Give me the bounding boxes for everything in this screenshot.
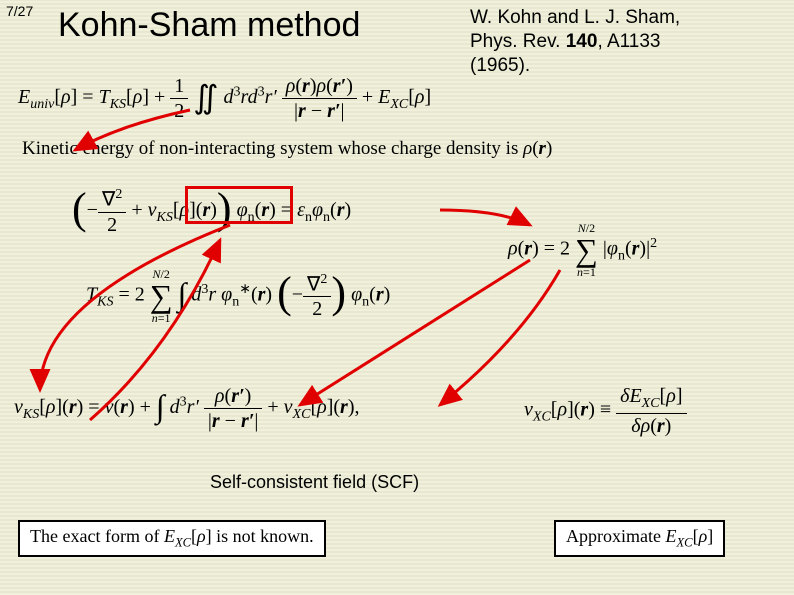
citation-volume: 140 xyxy=(566,31,598,52)
eq-vks-potential: vKS[ρ](r) = v(r) + ∫ d3r′ ρ(r′)|r − r′| … xyxy=(14,386,360,431)
desc-text: Kinetic energy of non-interacting system… xyxy=(22,138,523,159)
citation: W. Kohn and L. J. Sham, Phys. Rev. 140, … xyxy=(470,6,680,77)
box1-pre: The exact form of xyxy=(30,526,164,546)
scf-label: Self-consistent field (SCF) xyxy=(210,472,419,493)
box-approximate: Approximate EXC[ρ] xyxy=(554,520,725,557)
highlight-box-vks xyxy=(185,186,293,224)
citation-line2-pre: Phys. Rev. xyxy=(470,31,566,52)
eq-vxc-definition: vXC[ρ](r) ≡ δEXC[ρ]δρ(r) xyxy=(524,386,687,436)
slide-title: Kohn-Sham method xyxy=(58,6,360,45)
eq-tks-kinetic: TKS = 2 N/2∑n=1 ∫ d3r φn∗(r) (−∇22) φn(r… xyxy=(86,268,390,324)
citation-line2-post: , A1133 xyxy=(597,31,660,52)
citation-line3: (1965). xyxy=(470,55,530,76)
citation-line1: W. Kohn and L. J. Sham, xyxy=(470,7,680,28)
page-number: 7/27 xyxy=(6,3,33,19)
box1-post: is not known. xyxy=(212,526,314,546)
box-exact-form-unknown: The exact form of EXC[ρ] is not known. xyxy=(18,520,326,557)
box2-pre: Approximate xyxy=(566,526,665,546)
eq-density: ρ(r) = 2 N/2∑n=1 |φn(r)|2 xyxy=(508,222,657,278)
kinetic-energy-description: Kinetic energy of non-interacting system… xyxy=(22,138,552,160)
eq-universal-functional: Euniv[ρ] = TKS[ρ] + 12 ∬ d3rd3r′ ρ(r)ρ(r… xyxy=(18,76,431,121)
